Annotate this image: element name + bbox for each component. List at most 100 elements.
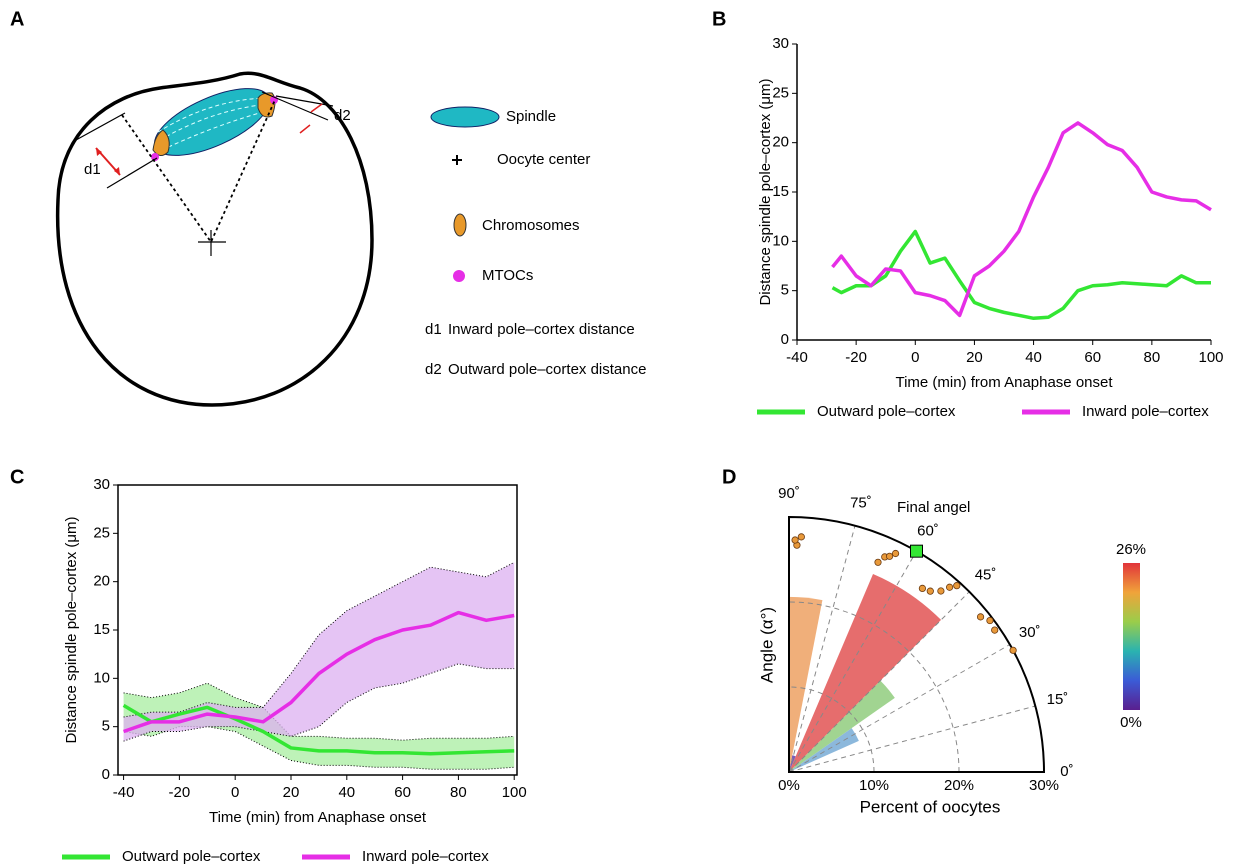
wedge bbox=[789, 680, 895, 772]
grid-spoke bbox=[788, 705, 1036, 773]
y-tick-label: 15 bbox=[93, 621, 110, 638]
y-axis-label: Distance spindle pole–cortex (μm) bbox=[63, 516, 80, 743]
band-edge bbox=[123, 663, 515, 742]
data-point bbox=[885, 552, 894, 560]
data-point bbox=[791, 536, 799, 544]
r-tick-label: 10% bbox=[859, 777, 889, 794]
data-point bbox=[874, 558, 882, 566]
definition-text: Outward pole–cortex distance bbox=[448, 361, 646, 378]
data-point bbox=[946, 583, 954, 591]
error-band bbox=[123, 562, 515, 742]
angle-tick-label: 15˚ bbox=[1047, 691, 1069, 708]
legend-text: Inward pole–cortex bbox=[362, 848, 489, 865]
band-edge bbox=[123, 682, 515, 741]
wedge bbox=[789, 728, 859, 772]
y-tick-label: 10 bbox=[93, 669, 110, 686]
legend-text: Outward pole–cortex bbox=[817, 403, 956, 420]
x-axis-label: Percent of oocytes bbox=[860, 797, 1001, 816]
x-tick-label: 60 bbox=[1084, 349, 1101, 366]
x-tick-label: 20 bbox=[966, 349, 983, 366]
y-tick-label: 30 bbox=[93, 476, 110, 493]
definition-text: Inward pole–cortex distance bbox=[448, 321, 635, 338]
y-tick-label: 30 bbox=[772, 35, 789, 52]
colorbar bbox=[1123, 563, 1140, 710]
data-point bbox=[918, 584, 926, 592]
legend-text: MTOCs bbox=[482, 267, 533, 284]
r-tick-label: 20% bbox=[944, 777, 974, 794]
x-tick-label: 80 bbox=[450, 784, 467, 801]
panel-label: C bbox=[10, 466, 24, 488]
y-tick-label: 10 bbox=[772, 232, 789, 249]
colorbar-label: 26% bbox=[1116, 541, 1146, 558]
colorbar-label: 0% bbox=[1120, 714, 1142, 731]
panel-label: B bbox=[712, 8, 726, 30]
angle-tick-label: 30˚ bbox=[1019, 624, 1041, 641]
y-axis-label: Distance spindle pole–cortex (μm) bbox=[757, 78, 774, 305]
angle-tick-label: 45˚ bbox=[975, 566, 997, 583]
y-tick-label: 5 bbox=[781, 282, 789, 299]
angle-tick-label: 75˚ bbox=[850, 494, 872, 511]
data-point bbox=[797, 533, 805, 541]
x-tick-label: 100 bbox=[1198, 349, 1223, 366]
x-tick-label: -40 bbox=[113, 784, 135, 801]
x-tick-label: 60 bbox=[394, 784, 411, 801]
grid-spoke bbox=[788, 525, 856, 773]
wedge bbox=[789, 596, 823, 772]
band-edge bbox=[123, 561, 515, 718]
definition-symbol: d1 bbox=[425, 321, 442, 338]
data-point bbox=[991, 626, 999, 634]
y-axis-label: Angle (α°) bbox=[757, 607, 776, 683]
y-tick-label: 0 bbox=[102, 766, 110, 783]
y-tick-label: 0 bbox=[781, 331, 789, 348]
panel-label: A bbox=[10, 8, 24, 30]
y-tick-label: 20 bbox=[772, 134, 789, 151]
definition-symbol: d2 bbox=[425, 361, 442, 378]
data-point bbox=[937, 587, 945, 595]
grid-spoke bbox=[788, 591, 970, 773]
x-tick-label: 40 bbox=[1025, 349, 1042, 366]
series-line bbox=[831, 121, 1212, 318]
panel-label: D bbox=[722, 466, 736, 488]
data-point bbox=[891, 549, 900, 558]
mean-marker bbox=[910, 544, 923, 558]
r-tick-label: 30% bbox=[1029, 777, 1059, 794]
polar-frame bbox=[788, 515, 1046, 773]
angle-tick-label: 0˚ bbox=[1060, 763, 1073, 780]
x-axis-label: Time (min) from Anaphase onset bbox=[209, 809, 427, 826]
oocyte-diagram: d1 d2 bbox=[55, 71, 374, 407]
diagram-label: d2 bbox=[334, 107, 351, 124]
legend-text: Oocyte center bbox=[497, 151, 590, 168]
legend-text: Chromosomes bbox=[482, 217, 580, 234]
x-tick-label: 0 bbox=[231, 784, 239, 801]
data-point bbox=[926, 587, 934, 595]
angle-tick-label: 60˚ bbox=[917, 522, 939, 539]
data-point bbox=[986, 616, 994, 625]
x-tick-label: 40 bbox=[338, 784, 355, 801]
grid-arc bbox=[788, 601, 960, 773]
y-tick-label: 15 bbox=[772, 183, 789, 200]
angle-tick-label: 90˚ bbox=[778, 485, 800, 502]
data-point bbox=[953, 582, 961, 590]
series-line bbox=[831, 229, 1211, 321]
diagram-label: d1 bbox=[84, 161, 101, 178]
x-tick-label: -20 bbox=[845, 349, 867, 366]
wedge bbox=[789, 755, 796, 772]
x-tick-label: -40 bbox=[786, 349, 808, 366]
data-point bbox=[1009, 646, 1017, 654]
legend-text: Inward pole–cortex bbox=[1082, 403, 1209, 420]
x-tick-label: 100 bbox=[502, 784, 527, 801]
chart-title: Final angel bbox=[897, 499, 970, 516]
grid-spoke bbox=[788, 550, 917, 773]
grid-spoke bbox=[788, 644, 1011, 773]
x-axis-label: Time (min) from Anaphase onset bbox=[895, 374, 1113, 391]
diagram-legend: Spindle Oocyte center Chromosomes MTOCs … bbox=[425, 106, 646, 378]
y-tick-label: 20 bbox=[93, 573, 110, 590]
y-tick-label: 25 bbox=[93, 524, 110, 541]
x-tick-label: 80 bbox=[1144, 349, 1161, 366]
x-tick-label: -20 bbox=[169, 784, 191, 801]
r-tick-label: 0% bbox=[778, 777, 800, 794]
series-line bbox=[123, 610, 515, 734]
series-line bbox=[122, 703, 515, 756]
wedge bbox=[789, 574, 942, 772]
